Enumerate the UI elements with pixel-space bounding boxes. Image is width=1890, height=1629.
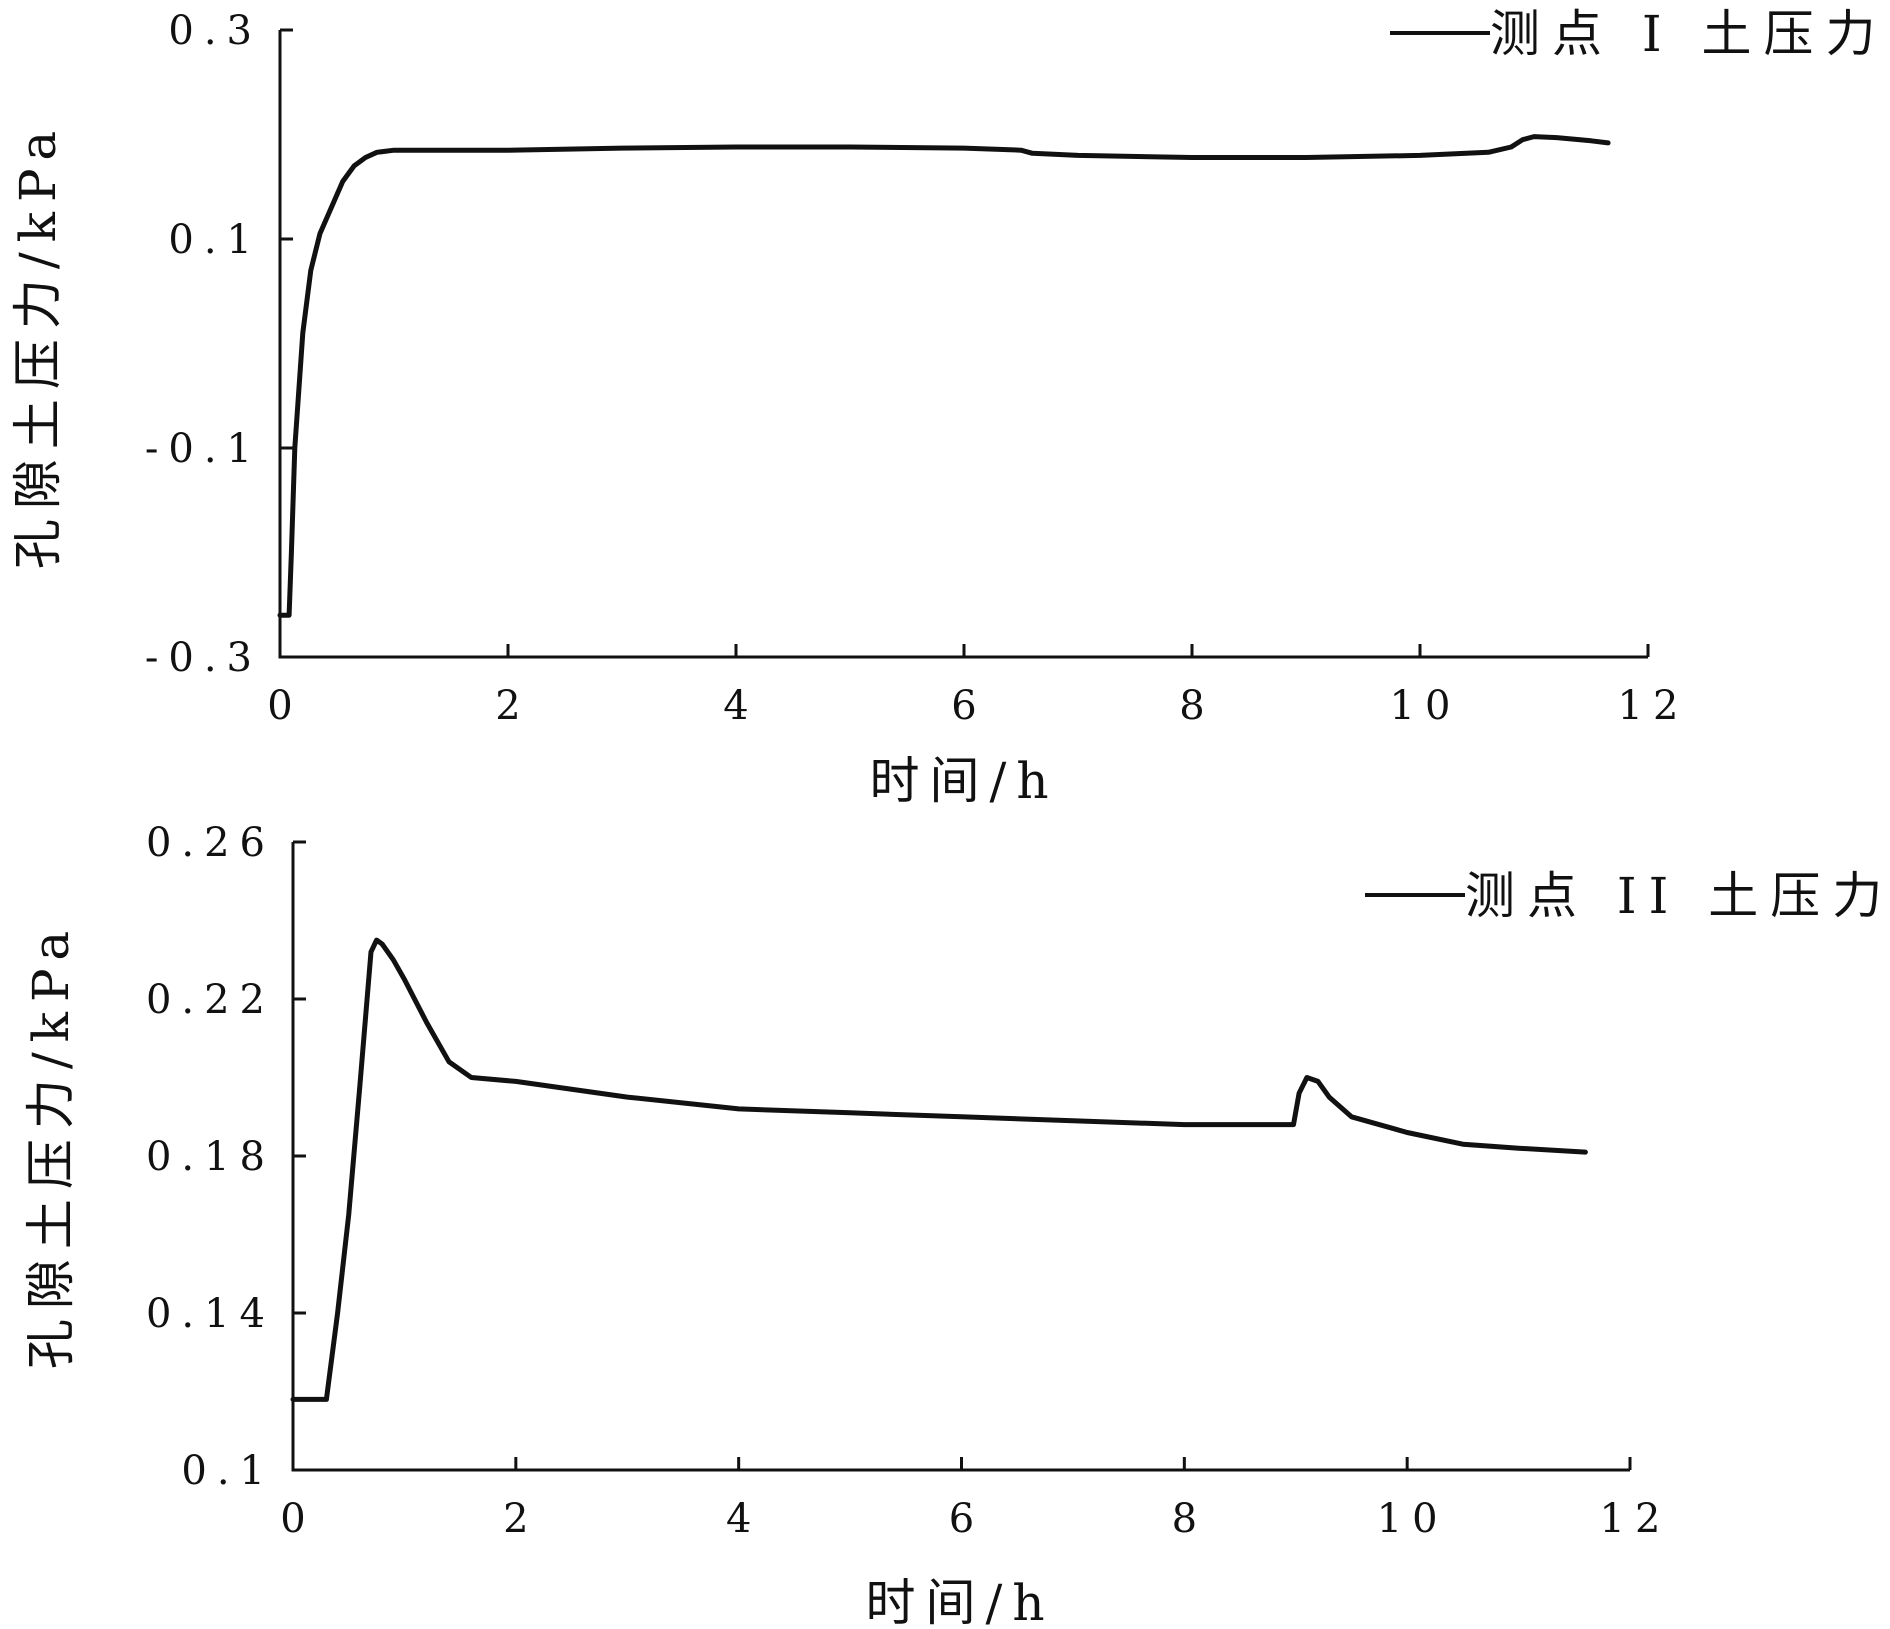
chart-1: -0.3-0.10.10.3 0 2 4 6 8 10 12 时间/h 孔隙土压力/kPa … xyxy=(9,5,1888,810)
chart-2-x-tick-label: 8 xyxy=(1172,1496,1207,1542)
chart-1-axes xyxy=(278,30,1648,659)
chart-2-y-tick-label: 0.1 xyxy=(181,1448,275,1494)
chart-1-y-axis-title: 孔隙土压力/kPa xyxy=(9,121,67,569)
chart-2-series-line xyxy=(290,937,1588,1402)
chart-2-x-tick-label: 2 xyxy=(503,1496,538,1542)
chart-2-y-tick-label: 0.14 xyxy=(146,1291,275,1337)
chart-1-y-tick-label: -0.3 xyxy=(145,635,262,681)
chart-2-y-tick-label: 0.18 xyxy=(146,1134,275,1180)
chart-2-y-axis-title: 孔隙土压力/kPa xyxy=(22,921,80,1369)
chart-2-axes xyxy=(291,842,1630,1472)
chart-1-legend-label: 测点 I 土压力 xyxy=(1490,5,1888,63)
chart-1-x-tick-label: 8 xyxy=(1179,683,1214,729)
chart-1-x-tick-label: 6 xyxy=(951,683,986,729)
chart-1-x-ticks: 0 2 4 6 8 10 12 xyxy=(267,644,1689,729)
chart-1-x-tick-label: 2 xyxy=(495,683,530,729)
chart-1-legend: 测点 I 土压力 xyxy=(1390,5,1888,63)
chart-1-y-ticks: -0.3 -0.1 0.1 0.3 xyxy=(145,8,293,681)
chart-2-x-tick-label: 0 xyxy=(280,1496,315,1542)
chart-1-x-tick-label: 12 xyxy=(1618,683,1689,729)
chart-2-y-tick-label: 0.22 xyxy=(146,977,275,1023)
chart-1-y-tick-label: 0.3 xyxy=(168,8,262,54)
chart-2-x-tick-label: 4 xyxy=(726,1496,761,1542)
chart-2-x-tick-label: 10 xyxy=(1377,1496,1448,1542)
chart-2-legend-label: 测点 II 土压力 xyxy=(1465,867,1890,925)
chart-1-x-tick-label: 0 xyxy=(267,683,302,729)
chart-2-y-ticks: 0.1 0.14 0.18 0.22 0.26 xyxy=(146,820,306,1494)
chart-2-y-tick-label: 0.26 xyxy=(146,820,275,866)
chart-2-legend: 测点 II 土压力 xyxy=(1365,867,1890,925)
chart-2-x-axis-title: 时间/h xyxy=(865,1574,1054,1629)
chart-1-x-axis-title: 时间/h xyxy=(869,752,1058,810)
chart-2-x-tick-label: 6 xyxy=(949,1496,984,1542)
chart-2-x-ticks: 0 2 4 6 8 10 12 xyxy=(280,1457,1671,1542)
chart-1-x-tick-label: 4 xyxy=(723,683,758,729)
chart-2-x-tick-label: 12 xyxy=(1600,1496,1671,1542)
chart-1-x-tick-label: 10 xyxy=(1390,683,1461,729)
chart-1-series-line xyxy=(277,134,1611,618)
chart-2: 0.1 0.14 0.18 0.22 0.26 0 2 4 6 8 10 12 时间/h 孔隙土压力… xyxy=(22,820,1890,1629)
chart-1-y-tick-label: -0.1 xyxy=(145,426,262,472)
chart-1-y-tick-label: 0.1 xyxy=(168,217,262,263)
